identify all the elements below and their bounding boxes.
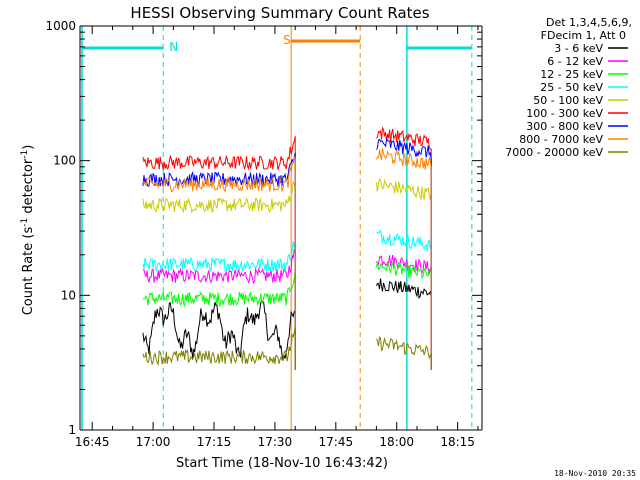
series-line-6 xyxy=(142,126,432,370)
series-line-8 xyxy=(142,148,432,370)
y-tick-label-4: 1000 xyxy=(45,19,76,33)
y-tick-label-3: 100 xyxy=(53,154,76,168)
x-tick-label-4: 17:30 xyxy=(258,435,293,449)
x-tick-label-5: 17:45 xyxy=(319,435,354,449)
legend: Det 1,3,4,5,6,9, FDecim 1, Att 0 3 - 6 k… xyxy=(505,16,632,159)
legend-label-4: 25 - 50 keV xyxy=(540,81,603,94)
x-tick-label-7: 18:15 xyxy=(440,435,475,449)
series-line-7 xyxy=(142,137,432,370)
x-tick-label-1: 16:45 xyxy=(75,435,110,449)
x-tick-label-3: 17:15 xyxy=(197,435,232,449)
chart-title: HESSI Observing Summary Count Rates xyxy=(130,4,429,22)
y-axis-label: Count Rate (s-1 detector-1) xyxy=(20,145,36,316)
series-line-9 xyxy=(142,326,432,370)
y-tick-label-1: 1 xyxy=(68,423,76,437)
series-line-1 xyxy=(142,278,432,370)
legend-label-3: 12 - 25 keV xyxy=(540,68,603,81)
legend-header-line-2: FDecim 1, Att 0 xyxy=(541,29,626,42)
series-line-5 xyxy=(142,177,432,370)
legend-label-2: 6 - 12 keV xyxy=(547,55,603,68)
legend-label-1: 3 - 6 keV xyxy=(554,42,603,55)
series-line-2 xyxy=(142,248,432,370)
axes: 16:45 17:00 17:15 17:30 17:45 18:00 18:15 1 10 10… xyxy=(45,19,483,449)
legend-label-8: 800 - 7000 keV xyxy=(519,133,603,146)
x-tick-label-2: 17:00 xyxy=(136,435,171,449)
legend-label-7: 300 - 800 keV xyxy=(526,120,603,133)
y-tick-label-2: 10 xyxy=(61,288,76,302)
generated-timestamp: 18-Nov-2010 20:35 xyxy=(554,469,636,478)
x-axis-label: Start Time (18-Nov-10 16:43:42) xyxy=(176,456,388,471)
legend-header-line-1: Det 1,3,4,5,6,9, xyxy=(546,16,632,29)
x-tick-label-6: 18:00 xyxy=(379,435,414,449)
series-line-3 xyxy=(142,260,432,370)
legend-label-9: 7000 - 20000 keV xyxy=(505,146,603,159)
legend-label-6: 100 - 300 keV xyxy=(526,107,603,120)
legend-label-5: 50 - 100 keV xyxy=(533,94,603,107)
saa-label: S xyxy=(283,33,291,47)
series-line-4 xyxy=(142,229,432,370)
night-label: N xyxy=(169,40,178,54)
